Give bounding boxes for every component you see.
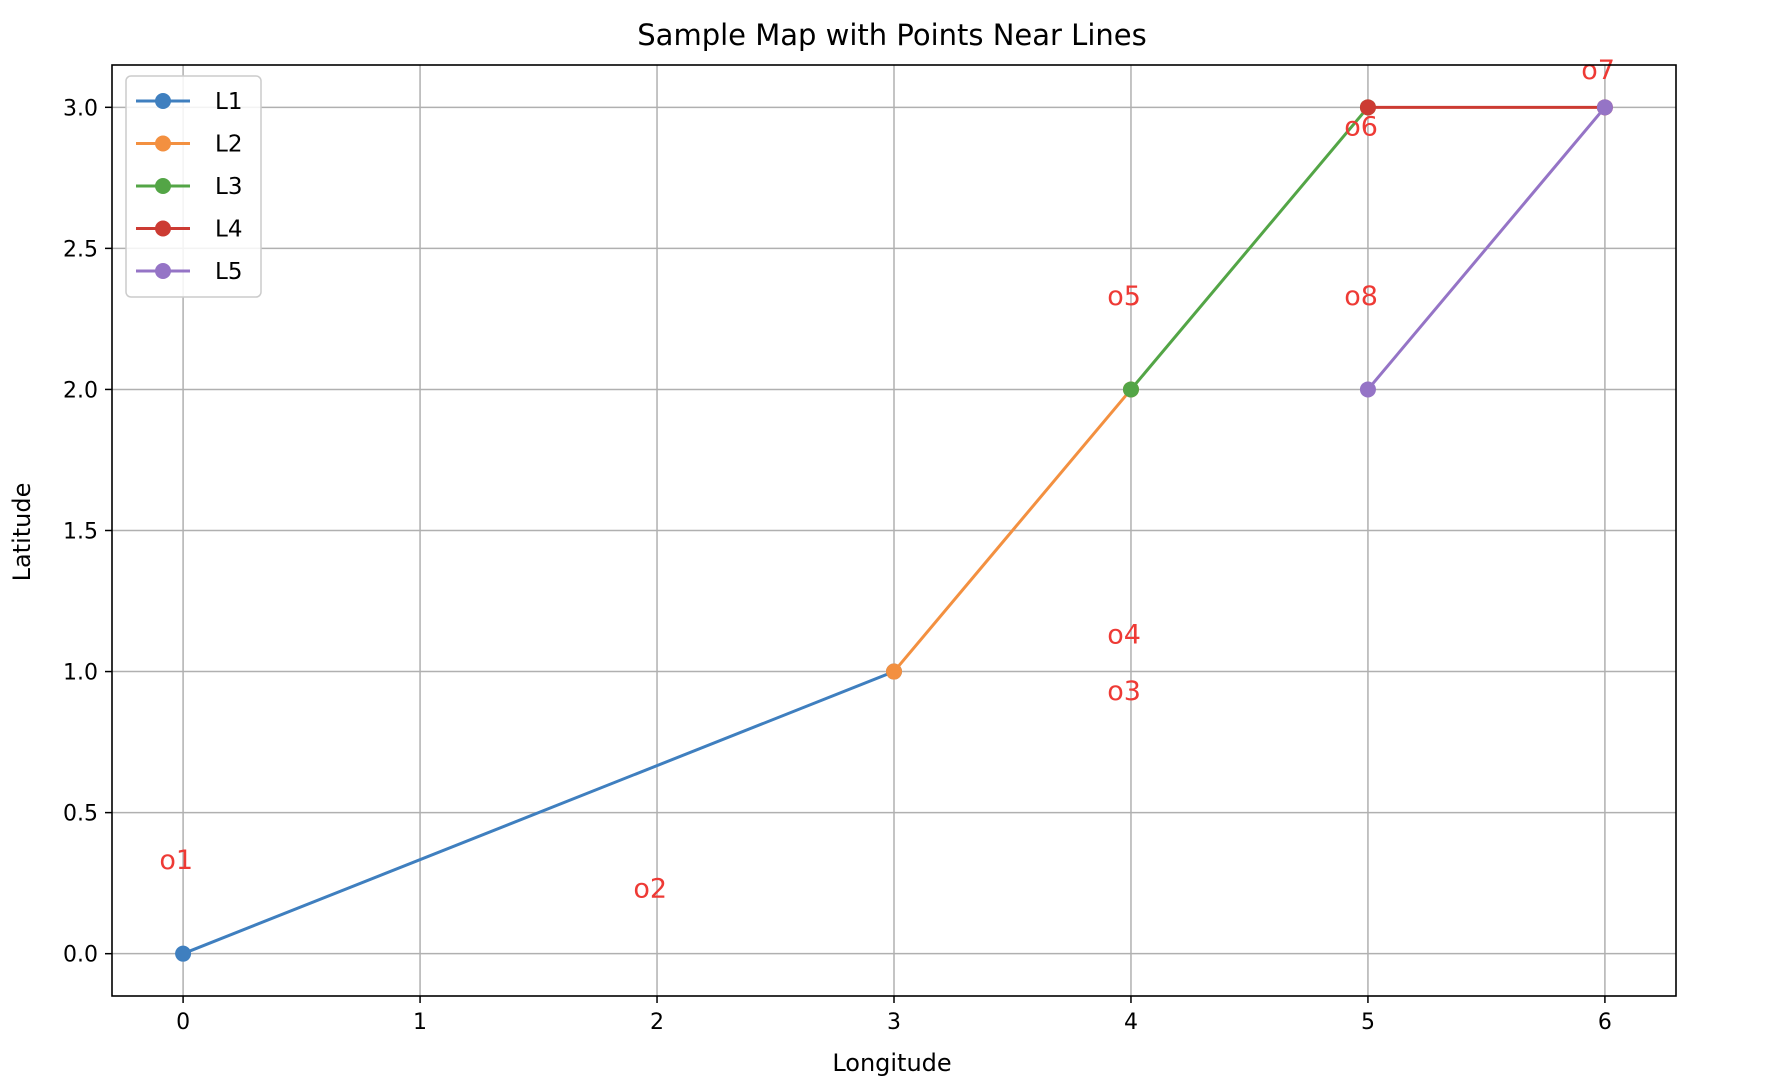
legend-l4-marker — [155, 220, 171, 237]
x-tick-label: 5 — [1361, 1010, 1375, 1035]
y-tick-label: 3.0 — [63, 96, 98, 121]
y-tick-label: 1.0 — [63, 661, 98, 686]
series-l3-line — [1129, 106, 1370, 391]
x-axis-label: Longitude — [832, 1049, 951, 1077]
chart-title: Sample Map with Points Near Lines — [637, 18, 1146, 52]
x-tick-label: 4 — [1124, 1010, 1138, 1035]
x-tick-label: 6 — [1598, 1010, 1612, 1035]
annotation-o7: o7 — [1581, 55, 1615, 86]
series-l1-line — [182, 670, 895, 956]
annotation-layer: o1 o2 o3 o4 o5 o6 o7 o8 — [159, 55, 1615, 904]
y-tick-label: 2.0 — [63, 378, 98, 403]
series-l2-marker — [886, 663, 902, 680]
annotation-o6: o6 — [1344, 112, 1378, 143]
ticks: 0 1 2 3 4 5 6 0.0 0.5 1.0 1.5 2.0 2.5 3.0 — [63, 96, 1612, 1035]
series-l5-marker — [1596, 99, 1613, 116]
series-l5-marker — [1359, 381, 1376, 398]
legend-l3-marker — [155, 178, 171, 194]
x-tick-label: 2 — [650, 1010, 664, 1035]
legend-l2-label: L2 — [215, 132, 242, 158]
annotation-o1: o1 — [159, 845, 193, 876]
legend: L1 L2 L3 L4 L5 — [125, 75, 262, 298]
legend-l1-label: L1 — [215, 89, 242, 115]
annotation-o4: o4 — [1107, 619, 1141, 650]
annotation-o2: o2 — [633, 873, 667, 904]
series-l2-line — [892, 388, 1133, 673]
legend-l5-marker — [155, 263, 171, 279]
y-tick-label: 0.5 — [63, 802, 98, 827]
y-axis-label: Latitude — [8, 483, 36, 582]
series-l4-marker — [1359, 99, 1376, 116]
y-tick-label: 0.0 — [63, 943, 98, 968]
y-tick-label: 2.5 — [63, 237, 98, 262]
legend-l1-marker — [155, 93, 171, 109]
y-tick-label: 1.5 — [63, 520, 98, 545]
legend-l2-marker — [155, 135, 171, 152]
annotation-o3: o3 — [1107, 676, 1141, 707]
annotation-o5: o5 — [1107, 281, 1141, 312]
x-tick-label: 3 — [887, 1010, 901, 1035]
legend-l3-label: L3 — [215, 174, 242, 200]
legend-l5-label: L5 — [215, 259, 242, 285]
legend-l4-label: L4 — [215, 217, 242, 243]
series-l1-marker — [175, 945, 192, 962]
annotation-o8: o8 — [1344, 281, 1378, 312]
series-l5-line — [1366, 106, 1607, 391]
series-layer — [175, 99, 1613, 962]
legend-box — [125, 75, 262, 298]
series-l3-marker — [1122, 381, 1139, 398]
x-tick-label: 1 — [413, 1010, 427, 1035]
x-tick-label: 0 — [176, 1010, 190, 1035]
